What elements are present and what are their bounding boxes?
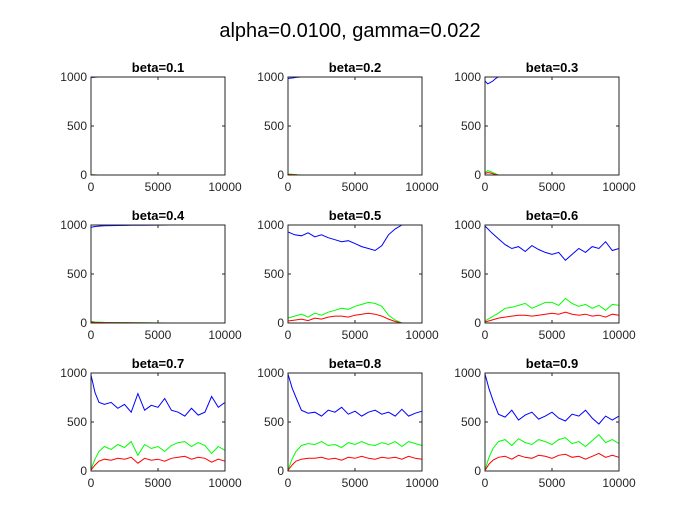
subplot-title: beta=0.4 — [132, 208, 185, 223]
x-tick-label: 10000 — [208, 180, 242, 194]
figure-title: alpha=0.0100, gamma=0.022 — [219, 20, 480, 42]
x-tick-label: 5000 — [539, 180, 566, 194]
y-tick-label: 0 — [474, 168, 481, 182]
subplot-title: beta=0.7 — [132, 356, 184, 371]
plot-area — [485, 77, 619, 175]
x-tick-label: 0 — [88, 328, 95, 342]
series-line — [484, 433, 620, 471]
y-tick-label: 500 — [461, 119, 481, 133]
y-tick-label: 0 — [474, 316, 481, 330]
x-tick-label: 5000 — [145, 180, 172, 194]
y-tick-label: 0 — [277, 168, 284, 182]
y-tick-label: 0 — [277, 316, 284, 330]
y-tick-label: 500 — [461, 415, 481, 429]
subplot-title: beta=0.3 — [526, 60, 578, 75]
y-tick-label: 1000 — [60, 218, 87, 232]
y-tick-label: 1000 — [60, 366, 87, 380]
y-tick-label: 1000 — [454, 218, 481, 232]
series-line — [287, 373, 423, 417]
y-tick-label: 500 — [264, 267, 284, 281]
subplot-title: beta=0.1 — [132, 60, 184, 75]
y-tick-label: 500 — [264, 119, 284, 133]
y-tick-label: 500 — [67, 415, 87, 429]
series-line — [287, 441, 423, 471]
y-tick-label: 500 — [264, 415, 284, 429]
x-tick-label: 5000 — [539, 476, 566, 490]
subplot: 0 5000 10000 0 500 1000 beta=0.5 — [257, 208, 439, 342]
x-tick-label: 10000 — [405, 476, 439, 490]
y-tick-label: 1000 — [60, 70, 87, 84]
subplot: 0 5000 10000 0 500 1000 beta=0.7 — [60, 356, 242, 490]
x-tick-label: 0 — [285, 328, 292, 342]
x-tick-label: 0 — [285, 180, 292, 194]
series-line — [287, 224, 422, 252]
subplot: 0 5000 10000 0 500 1000 beta=0.2 — [257, 60, 439, 194]
plot-area — [288, 77, 422, 175]
y-tick-label: 500 — [461, 267, 481, 281]
subplot: 0 5000 10000 0 500 1000 beta=0.1 — [60, 60, 242, 194]
x-tick-label: 10000 — [208, 476, 242, 490]
y-tick-label: 0 — [277, 464, 284, 478]
x-tick-label: 5000 — [539, 328, 566, 342]
series-line — [287, 455, 423, 471]
x-tick-label: 0 — [482, 476, 489, 490]
subplot-title: beta=0.8 — [329, 356, 381, 371]
x-tick-label: 0 — [88, 476, 95, 490]
subplot: 0 5000 10000 0 500 1000 beta=0.3 — [454, 60, 636, 194]
plot-area — [91, 373, 225, 471]
series-line — [484, 225, 620, 262]
series-line — [484, 373, 620, 425]
series-line — [90, 440, 226, 470]
subplot-title: beta=0.6 — [526, 208, 578, 223]
x-tick-label: 5000 — [342, 476, 369, 490]
x-tick-label: 5000 — [145, 476, 172, 490]
x-tick-label: 10000 — [602, 328, 636, 342]
x-tick-label: 10000 — [405, 180, 439, 194]
x-tick-label: 0 — [482, 328, 489, 342]
series-line — [90, 374, 226, 417]
plot-area — [91, 225, 225, 323]
series-line — [484, 311, 620, 323]
y-tick-label: 1000 — [454, 366, 481, 380]
plot-area — [288, 373, 422, 471]
subplot: 0 5000 10000 0 500 1000 beta=0.8 — [257, 356, 439, 490]
y-tick-label: 0 — [80, 168, 87, 182]
x-tick-label: 5000 — [145, 328, 172, 342]
y-tick-label: 1000 — [257, 70, 284, 84]
x-tick-label: 0 — [285, 476, 292, 490]
x-tick-label: 5000 — [342, 180, 369, 194]
x-tick-label: 10000 — [602, 476, 636, 490]
x-tick-label: 10000 — [602, 180, 636, 194]
subplot-title: beta=0.2 — [329, 60, 381, 75]
x-tick-label: 10000 — [208, 328, 242, 342]
y-tick-label: 0 — [80, 316, 87, 330]
y-tick-label: 500 — [67, 119, 87, 133]
plot-area — [288, 225, 422, 323]
subplot-title: beta=0.5 — [329, 208, 381, 223]
y-tick-label: 500 — [67, 267, 87, 281]
x-tick-label: 0 — [482, 180, 489, 194]
y-tick-label: 1000 — [257, 366, 284, 380]
series-line — [90, 455, 226, 471]
x-tick-label: 0 — [88, 180, 95, 194]
series-line — [484, 297, 620, 322]
subplot: 0 5000 10000 0 500 1000 beta=0.6 — [454, 208, 636, 342]
subplot: 0 5000 10000 0 500 1000 beta=0.9 — [454, 356, 636, 490]
y-tick-label: 0 — [80, 464, 87, 478]
y-tick-label: 1000 — [454, 70, 481, 84]
y-tick-label: 1000 — [257, 218, 284, 232]
subplot: 0 5000 10000 0 500 1000 beta=0.4 — [60, 208, 242, 342]
y-tick-label: 0 — [474, 464, 481, 478]
x-tick-label: 5000 — [342, 328, 369, 342]
x-tick-label: 10000 — [405, 328, 439, 342]
subplot-title: beta=0.9 — [526, 356, 578, 371]
series-line — [484, 452, 620, 471]
plot-area — [91, 77, 225, 175]
